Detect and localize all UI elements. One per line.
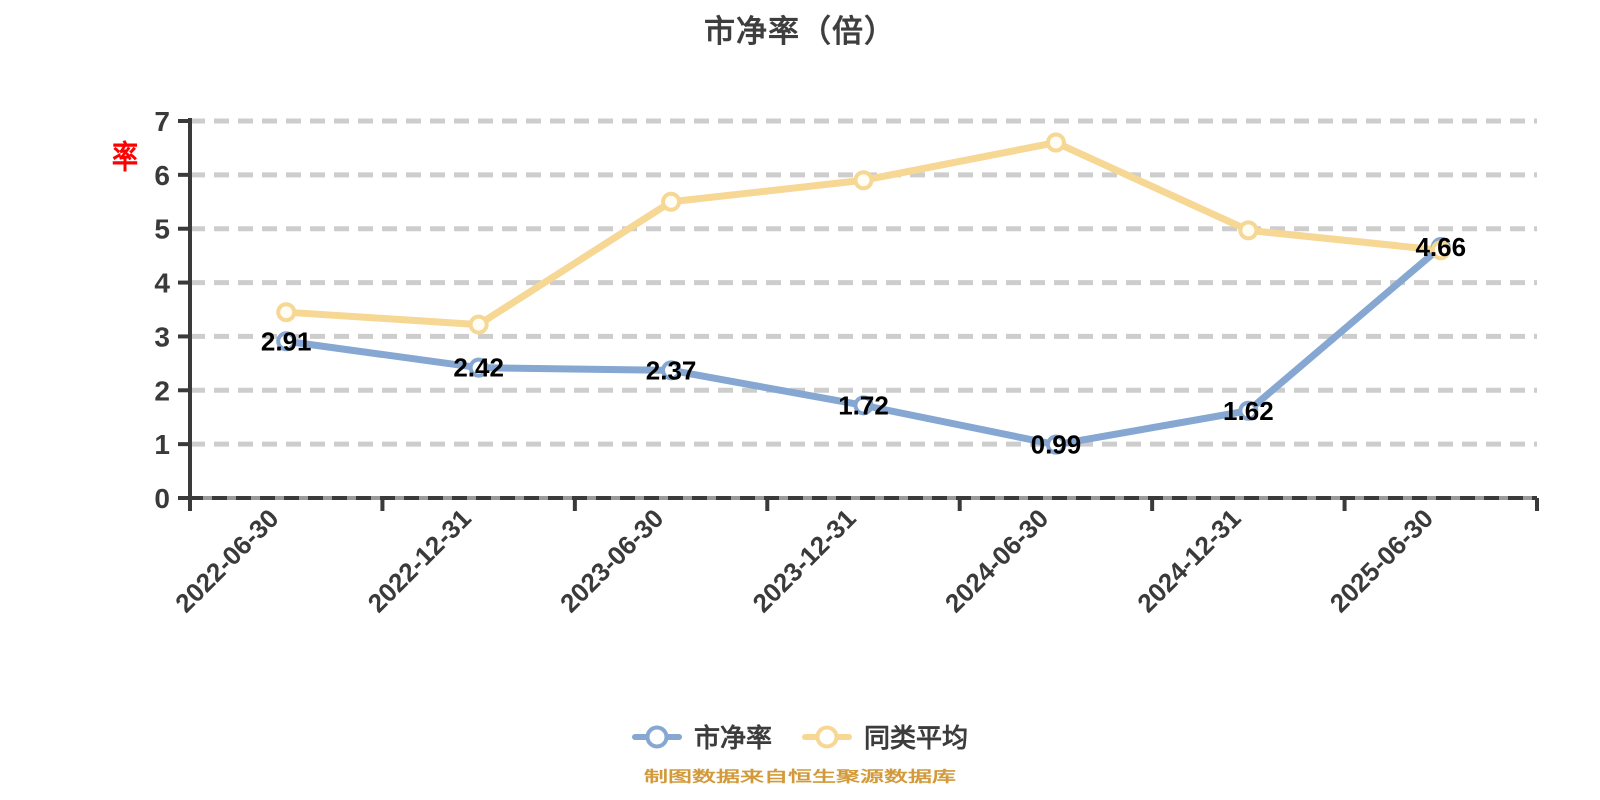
data-point-marker [1430, 240, 1451, 261]
legend-label-pb-ratio: 市净率 [693, 723, 772, 753]
data-source-note: 制图数据来自恒生聚源数据库 [644, 768, 956, 786]
data-point-label: 0.99 [1031, 430, 1082, 460]
legend: 市净率 同类平均 [0, 718, 1600, 755]
data-point-marker [276, 302, 297, 323]
category-average-line-marker-icon [802, 725, 852, 749]
pb-ratio-line-marker-icon [631, 725, 682, 749]
legend-circle-marker [645, 725, 669, 748]
x-tick-label: 2024-12-31 [1131, 503, 1246, 618]
series-line-1 [282, 139, 1445, 329]
data-point-marker [468, 357, 489, 378]
x-tick-label: 2025-06-30 [1324, 503, 1439, 618]
y-tick-label: 6 [154, 160, 170, 191]
y-tick-label: 0 [154, 483, 170, 514]
legend-item-category-average[interactable]: 同类平均 [802, 718, 968, 755]
data-point-marker [1045, 434, 1066, 455]
data-point-marker [468, 314, 489, 335]
data-point-marker [853, 170, 874, 191]
y-tick-label: 1 [154, 429, 170, 460]
data-point-marker [276, 331, 297, 352]
legend-item-pb-ratio[interactable]: 市净率 [631, 718, 772, 755]
data-point-label: 2.42 [453, 353, 504, 383]
chart-title: 市净率（倍） [704, 14, 896, 49]
y-axis-name: 率 [112, 140, 138, 176]
x-tick-label: 2023-12-31 [746, 503, 861, 618]
data-point-marker [1238, 400, 1259, 421]
data-point-label: 2.91 [261, 326, 312, 356]
x-tick-label: 2022-06-30 [169, 503, 284, 618]
x-tick-label: 2024-06-30 [939, 503, 1054, 618]
data-point-label: 1.72 [838, 390, 889, 420]
data-point-marker [1045, 132, 1066, 153]
x-tick-label: 2022-12-31 [362, 503, 477, 618]
y-tick-label: 7 [154, 106, 170, 137]
legend-circle-marker [815, 725, 839, 748]
y-tick-label: 5 [154, 214, 170, 245]
y-tick-label: 4 [154, 268, 170, 299]
data-point-marker [661, 360, 682, 381]
y-tick-label: 2 [154, 375, 170, 406]
data-point-marker [661, 191, 682, 212]
data-point-marker [853, 395, 874, 416]
data-point-label: 4.66 [1415, 232, 1466, 262]
data-point-label: 1.62 [1223, 396, 1274, 426]
data-point-marker [1238, 220, 1259, 241]
x-tick-label: 2023-06-30 [554, 503, 669, 618]
data-point-label: 2.37 [646, 355, 697, 385]
y-tick-label: 3 [154, 321, 170, 352]
legend-label-category-average: 同类平均 [864, 723, 969, 753]
